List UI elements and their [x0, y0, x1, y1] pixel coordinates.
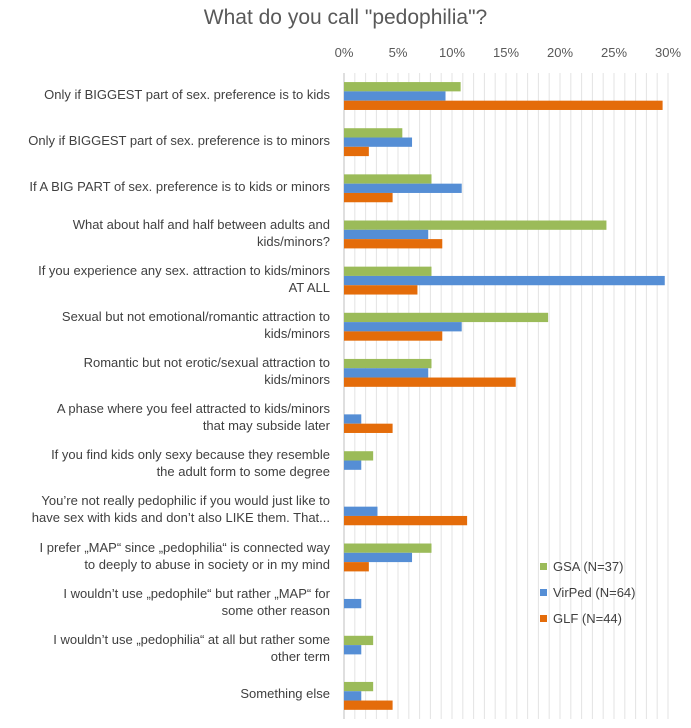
bar-glf	[344, 100, 663, 110]
legend-item: GSA (N=37)	[540, 559, 623, 574]
legend-label: VirPed (N=64)	[553, 585, 636, 600]
bar-gsa	[344, 358, 432, 369]
bar-glf	[344, 562, 369, 572]
bar-gsa	[344, 174, 432, 184]
category-label: Only if BIGGEST part of sex. preference …	[44, 86, 330, 102]
bar-glf	[344, 423, 393, 433]
category-label: Only if BIGGEST part of sex. preference …	[28, 132, 330, 148]
category-label: If A BIG PART of sex. preference is to k…	[29, 178, 330, 194]
bar-gsa	[344, 266, 432, 276]
legend-item: GLF (N=44)	[540, 611, 622, 626]
bar-glf	[344, 285, 418, 295]
bar-virped	[344, 460, 362, 470]
legend-swatch	[540, 589, 547, 596]
category-label: I prefer „MAP“ since „pedophilia“ is con…	[39, 539, 330, 572]
legend-swatch	[540, 563, 547, 570]
bar-virped	[344, 229, 429, 240]
bar-gsa	[344, 220, 607, 230]
bar-glf	[344, 700, 393, 710]
bar-gsa	[344, 82, 461, 92]
category-label: I wouldn’t use „pedophilia“ at all but r…	[53, 631, 330, 664]
bar-glf	[344, 515, 468, 526]
bar-virped	[344, 645, 362, 655]
bar-virped	[344, 322, 462, 332]
x-tick-label: 15%	[493, 45, 519, 60]
x-tick-label: 30%	[655, 45, 681, 60]
bar-gsa	[344, 635, 374, 646]
legend-item: VirPed (N=64)	[540, 585, 636, 600]
bar-virped	[344, 275, 665, 286]
bar-gsa	[344, 451, 374, 461]
bar-virped	[344, 552, 413, 563]
bar-virped	[344, 598, 362, 609]
x-tick-label: 20%	[547, 45, 573, 60]
x-tick-label: 0%	[335, 45, 354, 60]
category-label: Romantic but not erotic/sexual attractio…	[83, 354, 330, 387]
category-label: If you experience any sex. attraction to…	[38, 262, 330, 295]
legend-label: GSA (N=37)	[553, 559, 624, 574]
bar-virped	[344, 414, 362, 424]
category-label: You’re not really pedophilic if you woul…	[31, 493, 330, 526]
bar-virped	[344, 91, 446, 101]
bar-glf	[344, 377, 516, 387]
bar-gsa	[344, 681, 374, 692]
bar-virped	[344, 183, 462, 193]
category-label: If you find kids only sexy because they …	[51, 447, 330, 480]
bar-virped	[344, 691, 362, 701]
legend-swatch	[540, 615, 547, 622]
x-tick-label: 5%	[389, 45, 408, 60]
bar-glf	[344, 192, 393, 203]
category-label: Sexual but not emotional/romantic attrac…	[61, 308, 330, 341]
bar-gsa	[344, 312, 549, 323]
category-label: I wouldn’t use „pedophile“ but rather „M…	[63, 585, 330, 618]
category-label: A phase where you feel attracted to kids…	[56, 401, 330, 434]
bar-virped	[344, 137, 413, 147]
bar-gsa	[344, 543, 432, 553]
chart-title: What do you call "pedophilia"?	[203, 6, 488, 29]
category-label: Something else	[240, 686, 330, 702]
category-label: What about half and half between adults …	[72, 216, 330, 249]
bar-virped	[344, 506, 378, 516]
bar-glf	[344, 331, 443, 341]
bar-glf	[344, 146, 369, 157]
bar-gsa	[344, 128, 403, 138]
x-tick-label: 10%	[439, 45, 465, 60]
x-tick-label: 25%	[601, 45, 627, 60]
legend-label: GLF (N=44)	[553, 611, 622, 626]
bar-virped	[344, 368, 429, 378]
bar-glf	[344, 239, 443, 249]
